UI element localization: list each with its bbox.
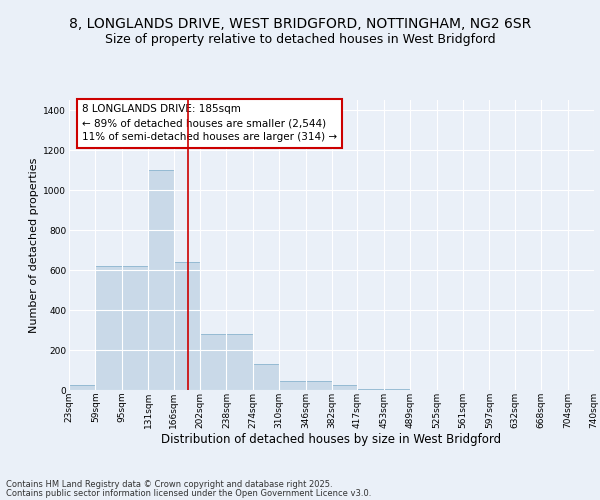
Bar	[253, 364, 279, 390]
X-axis label: Distribution of detached houses by size in West Bridgford: Distribution of detached houses by size …	[161, 434, 502, 446]
Bar	[305, 381, 332, 390]
Bar	[279, 381, 305, 390]
Text: Contains HM Land Registry data © Crown copyright and database right 2025.: Contains HM Land Registry data © Crown c…	[6, 480, 332, 489]
Bar	[122, 266, 148, 390]
Text: Contains public sector information licensed under the Open Government Licence v3: Contains public sector information licen…	[6, 488, 371, 498]
Bar	[95, 266, 122, 390]
Bar	[148, 170, 174, 390]
Bar	[174, 262, 200, 390]
Y-axis label: Number of detached properties: Number of detached properties	[29, 158, 39, 332]
Bar	[358, 389, 384, 390]
Text: Size of property relative to detached houses in West Bridgford: Size of property relative to detached ho…	[104, 32, 496, 46]
Bar	[69, 385, 95, 390]
Text: 8 LONGLANDS DRIVE: 185sqm
← 89% of detached houses are smaller (2,544)
11% of se: 8 LONGLANDS DRIVE: 185sqm ← 89% of detac…	[82, 104, 337, 142]
Bar	[226, 334, 253, 390]
Bar	[200, 334, 226, 390]
Bar	[332, 385, 358, 390]
Text: 8, LONGLANDS DRIVE, WEST BRIDGFORD, NOTTINGHAM, NG2 6SR: 8, LONGLANDS DRIVE, WEST BRIDGFORD, NOTT…	[69, 18, 531, 32]
